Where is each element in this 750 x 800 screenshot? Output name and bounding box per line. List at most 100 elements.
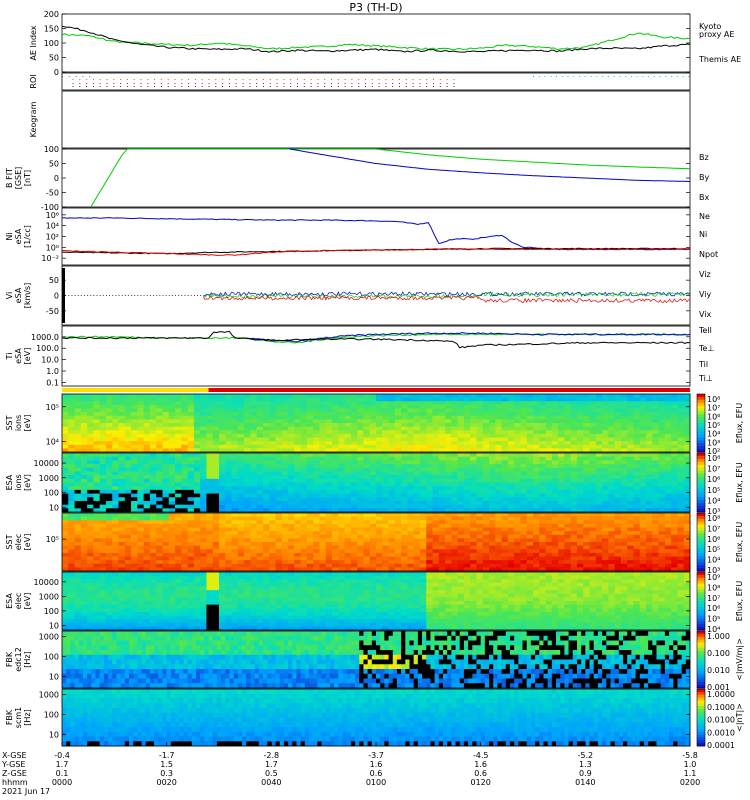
spectrogram-cell [219,397,226,402]
spectrogram-cell [87,408,94,413]
spectrogram-cell [376,516,383,521]
spectrogram-cell [338,433,345,438]
spectrogram-cell [413,401,421,406]
spectrogram-cell [495,504,502,509]
spectrogram-cell [533,404,540,409]
spectrogram-cell [118,508,126,513]
spectrogram-cell [432,489,440,494]
spectrogram-cell [445,556,452,561]
spectrogram-cell [589,516,597,521]
spectrogram-cell [175,433,182,438]
spectrogram-cell [614,444,622,449]
spectrogram-cell [570,482,578,487]
spectrogram-cell [288,404,295,409]
spectrogram-cell [533,549,540,554]
spectrogram-cell [137,437,145,442]
spectrogram-cell [206,412,214,417]
spectrogram-cell [470,534,477,539]
spectrogram-cell [187,486,195,491]
spectrogram-cell [137,520,145,525]
spectrogram-cell [520,453,528,458]
spectrogram-cell [87,404,94,409]
spectrogram-cell [558,464,565,469]
spectrogram-cell [595,545,603,550]
y-tick-label: 10⁴ [46,222,59,231]
spectrogram-cell [300,426,308,431]
spectrogram-cell [262,542,270,547]
spectrogram-cell [332,441,339,446]
spectrogram-cell [294,404,302,409]
spectrogram-cell [457,401,465,406]
spectrogram-cell [376,397,383,402]
spectrogram-cell [664,426,672,431]
spectrogram-cell [413,482,421,487]
spectrogram-cell [325,538,333,543]
spectrogram-cell [564,516,572,521]
spectrogram-cell [325,423,333,428]
spectrogram-cell [124,412,132,417]
spectrogram-cell [325,460,333,465]
spectrogram-cell [162,423,170,428]
spectrogram-cell [620,504,628,509]
spectrogram-cell [231,552,239,557]
spectrogram-cell [219,415,226,420]
spectrogram-cell [363,415,371,420]
spectrogram-cell [168,560,176,565]
spectrogram-cell [344,542,352,547]
spectrogram-cell [401,478,408,483]
spectrogram-cell [168,563,176,568]
roi-dot [446,83,448,84]
spectrogram-cell [564,527,572,532]
spectrogram-cell [193,493,201,498]
spectrogram-cell [627,500,634,506]
spectrogram-cell [275,513,283,518]
spectrogram-cell [143,538,151,543]
spectrogram-cell [614,430,622,435]
spectrogram-cell [539,538,546,543]
spectrogram-cell [325,560,333,565]
spectrogram-cell [463,394,471,399]
spectrogram-cell [589,467,597,472]
spectrogram-cell [564,482,572,487]
spectrogram-cell [350,567,358,572]
spectrogram-cell [300,401,308,406]
spectrogram-cell [219,531,226,536]
spectrogram-cell [589,549,597,554]
spectrogram-cell [413,460,421,465]
spectrogram-cell [457,456,465,461]
spectrogram-cell [306,489,314,494]
spectrogram-cell [539,401,546,406]
spectrogram-cell [419,563,427,568]
spectrogram-cell [633,467,641,472]
spectrogram-cell [288,471,295,476]
spectrogram-cell [219,394,226,399]
spectrogram-cell [325,444,333,449]
spectrogram-cell [382,426,389,431]
spectrogram-cell [614,486,622,491]
spectrogram-cell [187,508,195,513]
spectrogram-cell [394,482,402,487]
spectrogram-cell [495,426,502,431]
spectrogram-cell [269,444,276,449]
spectrogram-cell [319,534,327,539]
spectrogram-cell [225,437,232,442]
spectrogram-cell [300,397,308,402]
spectrogram-cell [149,412,157,417]
spectrogram-cell [382,441,389,446]
spectrogram-cell [533,527,540,532]
spectrogram-cell [639,419,647,424]
spectrogram-cell [244,552,251,557]
spectrogram-cell [507,513,515,518]
spectrogram-cell [300,545,308,550]
spectrogram-cell [627,504,634,509]
spectrogram-cell [463,475,471,480]
spectrogram-cell [451,482,459,487]
series-line [61,248,691,256]
spectrogram-cell [445,433,452,438]
spectrogram-cell [413,467,421,472]
spectrogram-cell [514,475,521,480]
spectrogram-cell [608,401,616,406]
spectrogram-cell [639,504,647,509]
spectrogram-cell [294,538,302,543]
spectrogram-cell [413,497,421,502]
